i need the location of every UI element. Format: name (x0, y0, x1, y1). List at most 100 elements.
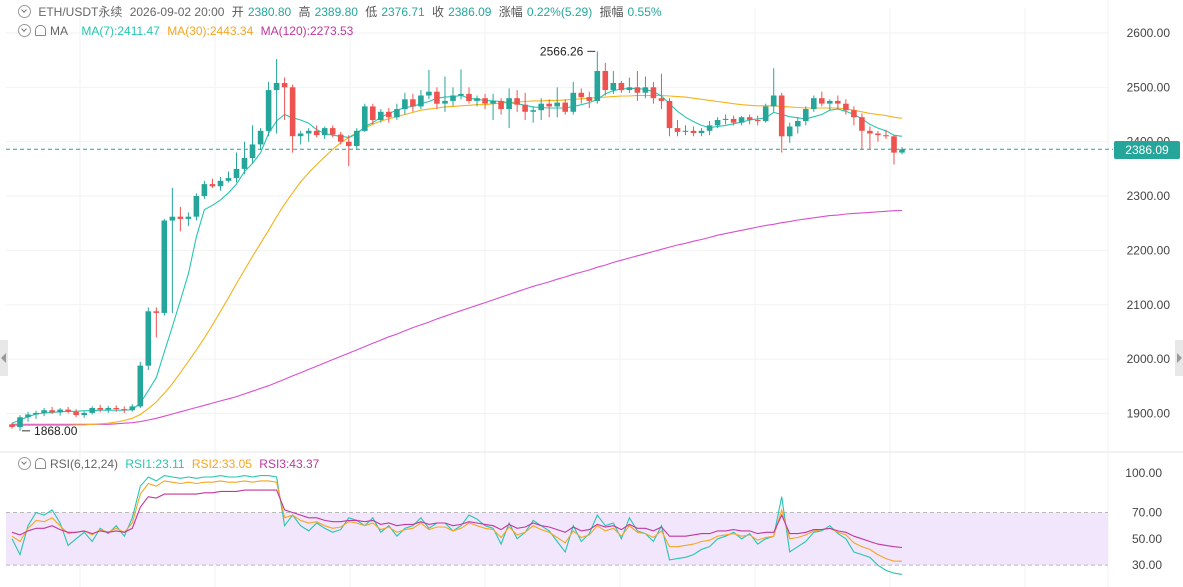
candle-body (25, 414, 31, 418)
candle-body (738, 117, 745, 123)
price-tick-label: 1900.00 (1127, 406, 1171, 420)
candle-body (843, 103, 849, 111)
candle (618, 80, 625, 93)
candle-body (177, 216, 184, 219)
candle-body (554, 102, 560, 107)
candle-body (97, 408, 103, 410)
candle-body (762, 106, 769, 122)
candle-body (811, 98, 817, 110)
candle (610, 71, 617, 94)
candle (458, 69, 464, 100)
candle-body (506, 98, 512, 110)
candle (346, 135, 352, 167)
candle-body (346, 141, 352, 146)
low-marker-label: 1868.00 (34, 424, 78, 438)
candle (329, 125, 336, 138)
high-value: 2389.80 (314, 5, 358, 19)
candle (466, 87, 472, 104)
candle (690, 126, 697, 137)
candle-body (458, 93, 464, 96)
scroll-left-arrow-icon[interactable] (0, 340, 8, 376)
candle-body (474, 98, 480, 101)
candle-body (113, 408, 119, 410)
rsi2-value: RSI2:33.05 (191, 457, 252, 471)
candle-body (57, 409, 63, 413)
candle (899, 147, 905, 155)
price-tick-label: 2600.00 (1127, 26, 1171, 40)
candle (313, 125, 320, 138)
candle (41, 408, 47, 417)
candle-body (514, 98, 520, 105)
candle-body (129, 406, 136, 411)
candle (321, 126, 328, 139)
candle (706, 121, 713, 136)
scroll-right-arrow-icon[interactable] (1175, 340, 1183, 376)
candle (570, 81, 577, 115)
rsi-name[interactable]: RSI(6,12,24) (50, 457, 119, 471)
candle (305, 128, 312, 142)
candle (337, 131, 344, 145)
candle (859, 113, 865, 150)
candle-body (867, 130, 873, 134)
candle-body (201, 184, 208, 197)
candle-body (209, 184, 216, 187)
candle-body (722, 118, 729, 120)
candle (185, 212, 192, 226)
candle-body (522, 104, 528, 112)
candle (426, 69, 432, 100)
candle-body (546, 103, 552, 107)
datetime-label: 2026-09-02 20:00 (129, 5, 225, 19)
candle-body (273, 83, 280, 91)
ma-legend: MA MA(7):2411.47 MA(30):2443.34 MA(120):… (18, 23, 357, 39)
candle (819, 91, 825, 107)
close-label: 收 (432, 5, 445, 19)
candle (386, 108, 392, 123)
candle (546, 99, 552, 118)
candle-body (626, 87, 633, 90)
candle-body (249, 144, 256, 158)
candle (698, 128, 705, 137)
candle (281, 77, 288, 120)
candle-body (153, 311, 160, 313)
close-value: 2386.09 (448, 5, 492, 19)
candle-body (161, 220, 168, 313)
candle-body (891, 136, 897, 153)
candle (105, 405, 111, 413)
rsi-alert-bell-icon[interactable] (35, 458, 46, 469)
candle-body (41, 410, 47, 413)
candle-body (265, 90, 272, 131)
candle (370, 103, 376, 125)
candle-body (714, 120, 721, 126)
rsi-line-rsi2 (11, 480, 902, 562)
candle-body (17, 417, 23, 428)
candle-body (49, 410, 55, 413)
ma-name[interactable]: MA (50, 24, 68, 38)
ohlc-header: ETH/USDT永续 2026-09-02 20:00 开 2380.80 高 23… (18, 4, 666, 20)
candle-body (835, 100, 841, 104)
candle (586, 91, 593, 109)
candle (650, 81, 657, 104)
candle-body (899, 149, 905, 153)
alert-bell-icon[interactable] (35, 25, 46, 36)
candle-body (698, 130, 705, 133)
candle-body (634, 87, 641, 93)
rsi-collapse-icon[interactable] (18, 457, 31, 470)
candle-body (378, 111, 384, 120)
candle-body (297, 133, 304, 137)
candle-body (602, 71, 609, 90)
candle-body (538, 103, 544, 111)
candle (241, 141, 248, 175)
candle (634, 71, 641, 101)
candle (89, 406, 95, 415)
ma-collapse-icon[interactable] (18, 24, 31, 37)
candle-body (257, 130, 264, 145)
candle-body (225, 178, 232, 181)
candle (273, 59, 280, 134)
candle (562, 99, 568, 115)
rsi-legend: RSI(6,12,24) RSI1:23.11 RSI2:33.05 RSI3:… (18, 456, 323, 472)
collapse-toggle-icon[interactable] (18, 5, 31, 18)
candle (875, 130, 881, 142)
candle (394, 103, 400, 120)
